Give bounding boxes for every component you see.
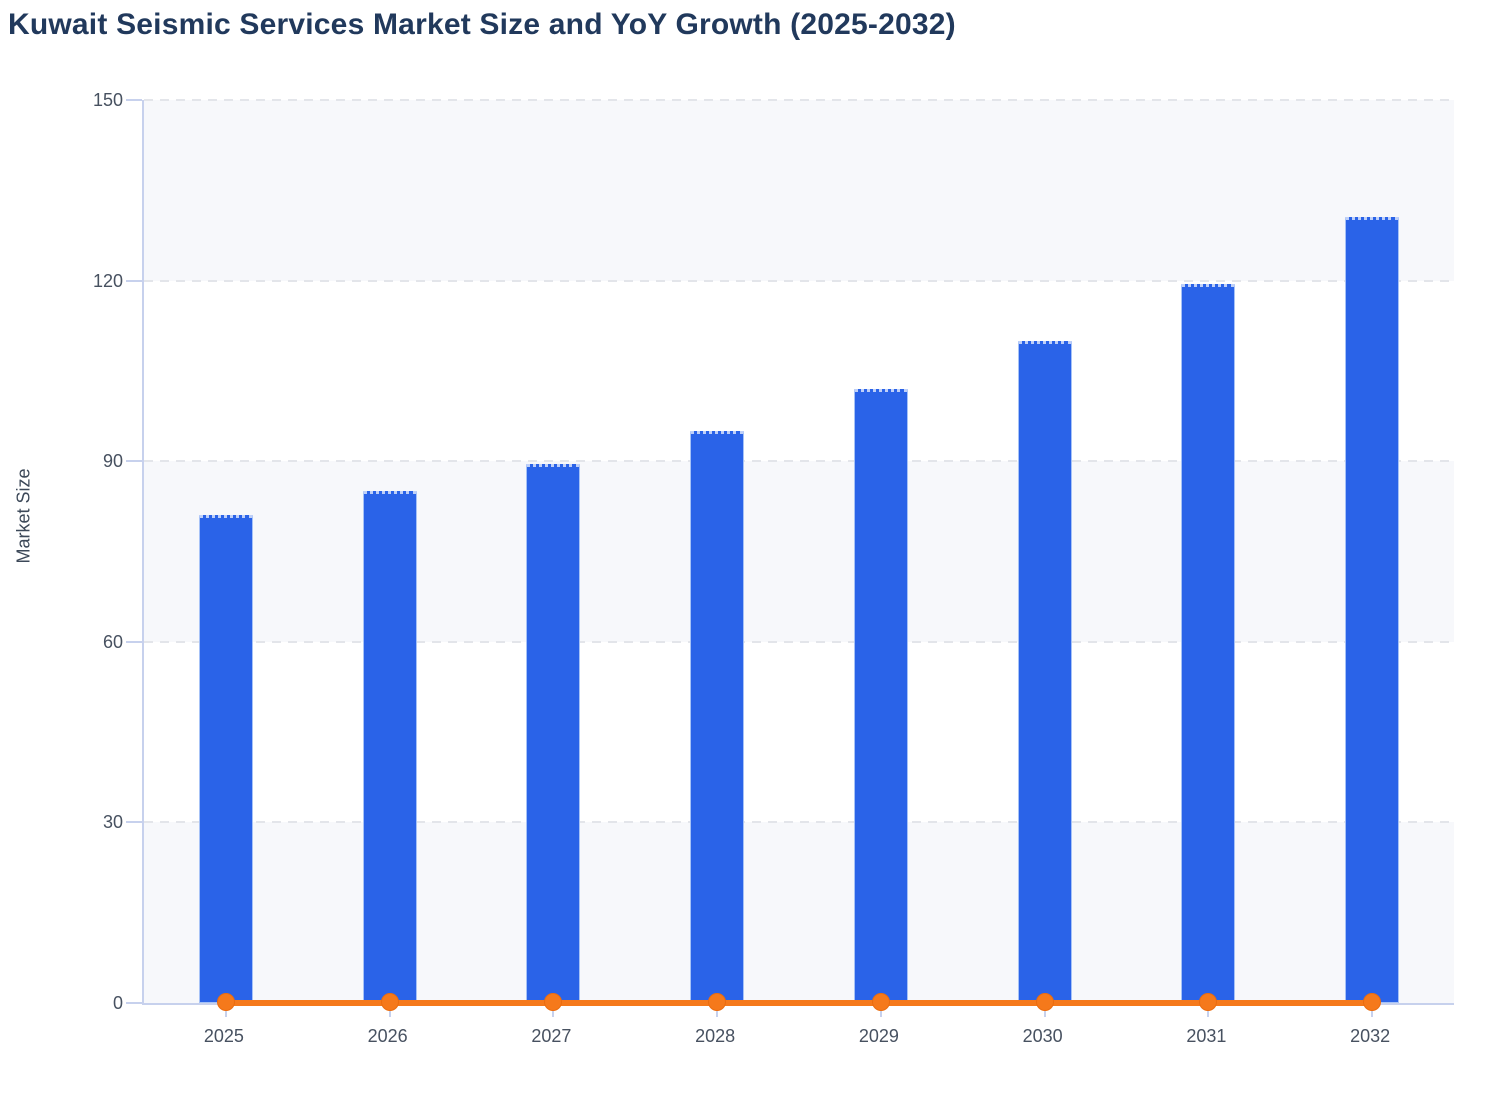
- bar-2025[interactable]: [198, 515, 253, 1003]
- bar-2027[interactable]: [526, 464, 581, 1003]
- y-tick-label: 90: [102, 451, 123, 472]
- gridline: [144, 640, 1454, 643]
- yoy-growth-point-2029[interactable]: [871, 993, 890, 1011]
- yoy-growth-point-2031[interactable]: [1199, 993, 1218, 1011]
- yoy-growth-point-2028[interactable]: [708, 993, 727, 1011]
- bar-2029[interactable]: [853, 388, 908, 1003]
- y-tick-mark: [126, 99, 142, 101]
- gridline: [144, 821, 1454, 824]
- yoy-growth-line[interactable]: [225, 1000, 1373, 1006]
- bar-2026[interactable]: [362, 491, 417, 1003]
- x-tick-mark: [552, 1005, 555, 1017]
- gridline: [144, 279, 1454, 282]
- plot-area: [142, 99, 1454, 1017]
- plot-band-shade: [144, 822, 1454, 1003]
- y-tick-label: 150: [92, 90, 123, 110]
- y-tick-mark: [126, 640, 142, 643]
- gridline: [144, 460, 1454, 463]
- bar-2028[interactable]: [690, 431, 745, 1003]
- y-tick-label: 30: [102, 812, 123, 833]
- y-tick-mark: [126, 1002, 142, 1004]
- x-tick-mark: [1371, 1005, 1374, 1017]
- x-axis-label-2027: 2027: [531, 1026, 572, 1046]
- x-tick-mark: [224, 1005, 227, 1017]
- yoy-growth-point-2030[interactable]: [1035, 993, 1054, 1011]
- yoy-growth-point-2032[interactable]: [1363, 993, 1382, 1011]
- y-tick-label: 0: [112, 993, 123, 1013]
- x-tick-mark: [1043, 1005, 1046, 1017]
- x-axis-label-2028: 2028: [695, 1026, 736, 1046]
- x-axis-label-2025: 2025: [203, 1026, 244, 1046]
- plot-band-shade: [144, 461, 1454, 642]
- y-axis-title: Market Size: [13, 468, 34, 564]
- plot-band-shade: [144, 100, 1454, 281]
- x-axis-label-2032: 2032: [1350, 1026, 1391, 1046]
- x-tick-mark: [879, 1005, 882, 1017]
- x-axis-label-2026: 2026: [367, 1026, 408, 1046]
- y-tick-label: 60: [102, 631, 123, 652]
- x-axis-label-2029: 2029: [858, 1026, 899, 1046]
- bar-2030[interactable]: [1017, 340, 1072, 1003]
- y-tick-label: 120: [92, 270, 123, 291]
- x-tick-mark: [1207, 1005, 1210, 1017]
- bar-2032[interactable]: [1345, 217, 1400, 1003]
- x-tick-mark: [388, 1005, 391, 1017]
- x-axis-label-2030: 2030: [1022, 1026, 1063, 1046]
- yoy-growth-point-2025[interactable]: [216, 993, 235, 1011]
- chart-title: Kuwait Seismic Services Market Size and …: [8, 8, 956, 41]
- y-tick-mark: [126, 279, 142, 282]
- bar-2031[interactable]: [1181, 283, 1236, 1003]
- y-tick-mark: [126, 460, 142, 463]
- yoy-growth-point-2027[interactable]: [544, 993, 563, 1011]
- x-axis-label-2031: 2031: [1186, 1026, 1227, 1046]
- x-tick-mark: [716, 1005, 719, 1017]
- gridline: [144, 99, 1454, 101]
- yoy-growth-point-2026[interactable]: [380, 993, 399, 1011]
- y-tick-mark: [126, 821, 142, 824]
